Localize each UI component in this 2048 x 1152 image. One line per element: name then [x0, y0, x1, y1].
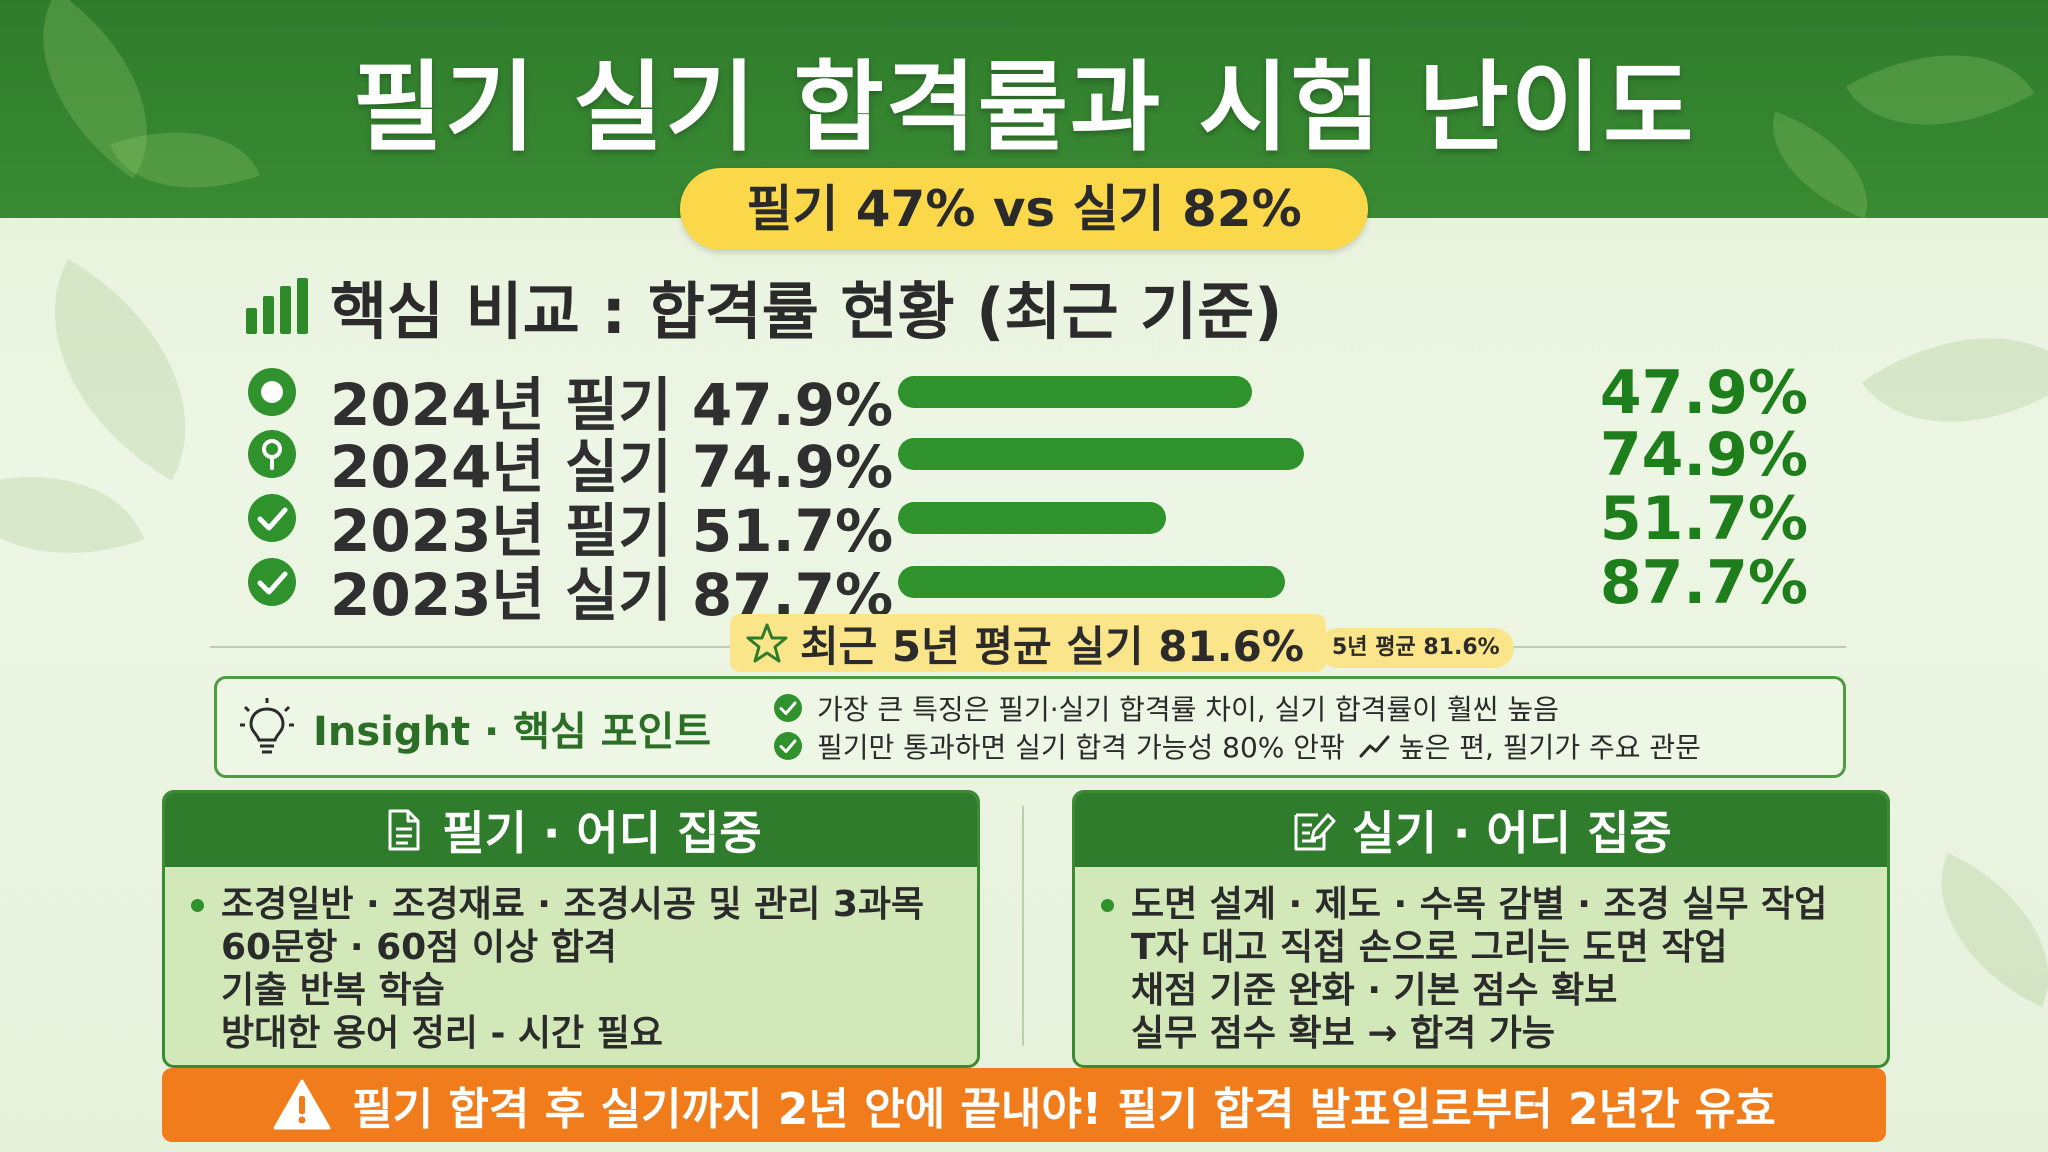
- lightbulb-icon: [240, 698, 294, 754]
- check-circle-icon: [248, 494, 296, 542]
- list-item: 기출 반복 학습: [221, 970, 445, 1011]
- warning-text: 필기 합격 후 실기까지 2년 안에 끝내야! 필기 합격 발표일로부터 2년간…: [352, 1084, 1776, 1135]
- list-item: T자 대고 직접 손으로 그리는 도면 작업: [1131, 927, 1728, 968]
- list-item: 실무 점수 확보 → 합격 가능: [1131, 1013, 1556, 1054]
- target-icon: [248, 368, 296, 416]
- warning-icon: [273, 1079, 331, 1130]
- chart-row: 2023년 실기 87.7% 87.7%: [246, 548, 1826, 629]
- bar-chart-icon: [246, 278, 308, 334]
- bar-label: 2024년 실기 74.9%: [330, 433, 894, 501]
- average-small-badge: 5년 평균 81.6%: [1318, 628, 1514, 668]
- bar-label: 2023년 필기 51.7%: [330, 497, 894, 565]
- chart-row: 2024년 필기 47.9% 47.9%: [246, 358, 1826, 439]
- document-icon: [388, 809, 420, 851]
- list-item: 방대한 용어 정리 - 시간 필요: [221, 1013, 663, 1054]
- bar-value-label: 47.9%: [1599, 358, 1808, 428]
- star-icon: [746, 623, 788, 663]
- bar-mark: [898, 438, 1304, 470]
- warning-banner: 필기 합격 후 실기까지 2년 안에 끝내야! 필기 합격 발표일로부터 2년간…: [162, 1068, 1886, 1142]
- subtitle-badge: 필기 47% vs 실기 82%: [680, 168, 1368, 250]
- check-circle-icon: [248, 558, 296, 606]
- location-pin-icon: [248, 430, 296, 478]
- card-title: 실기 · 어디 집중: [1352, 806, 1672, 860]
- insight-point: 필기만 통과하면 실기 합격 가능성 80% 안팎 높은 편, 필기가 주요 관…: [773, 727, 1701, 765]
- insight-point-text: 높은 편, 필기가 주요 관문: [1398, 731, 1701, 764]
- average-label: 최근 5년 평균 실기 81.6%: [800, 621, 1304, 671]
- insight-point-text: 필기만 통과하면 실기 합격 가능성 80% 안팎: [817, 731, 1345, 764]
- average-badge: 최근 5년 평균 실기 81.6%: [730, 614, 1326, 672]
- bar-mark: [898, 376, 1253, 408]
- background-leaf: [1905, 852, 2048, 1008]
- list-item: 도면 설계 · 제도 · 수목 감별 · 조경 실무 작업: [1101, 883, 1887, 926]
- background-leaf: [0, 259, 242, 481]
- chart-row: 2023년 필기 51.7% 51.7%: [246, 484, 1826, 565]
- list-item: 채점 기준 완화 · 기본 점수 확보: [1131, 970, 1618, 1011]
- bar-value-label: 87.7%: [1599, 548, 1808, 618]
- list-item: 조경일반 · 조경재료 · 조경시공 및 관리 3과목: [191, 883, 977, 926]
- bar-label: 2024년 필기 47.9%: [330, 371, 894, 439]
- check-circle-icon: [774, 732, 802, 760]
- chart-row: 2024년 실기 74.9% 74.9%: [246, 420, 1826, 501]
- edit-document-icon: [1294, 813, 1336, 851]
- insight-box: Insight · 핵심 포인트 가장 큰 특징은 필기·실기 합격률 차이, …: [214, 676, 1846, 778]
- bar-value-label: 51.7%: [1599, 484, 1808, 554]
- check-circle-icon: [774, 694, 802, 722]
- insight-point: 가장 큰 특징은 필기·실기 합격률 차이, 실기 합격률이 훨씬 높음: [773, 689, 1701, 727]
- section-title: 핵심 비교 : 합격률 현황 (최근 기준): [330, 275, 1283, 348]
- page-title: 필기 실기 합격률과 시험 난이도: [352, 51, 1696, 165]
- section-heading: 핵심 비교 : 합격률 현황 (최근 기준): [246, 266, 1283, 348]
- background-leaf: [0, 435, 144, 595]
- bar-mark: [898, 566, 1285, 598]
- trend-up-icon: [1359, 735, 1390, 758]
- card-divider: [1022, 806, 1024, 1046]
- bar-mark: [898, 502, 1167, 534]
- card-title: 필기 · 어디 집중: [442, 806, 762, 860]
- bar-value-label: 74.9%: [1599, 420, 1808, 490]
- list-item: 60문항 · 60점 이상 합격: [221, 927, 617, 968]
- insight-point-text: 가장 큰 특징은 필기·실기 합격률 차이, 실기 합격률이 훨씬 높음: [817, 693, 1559, 726]
- insight-heading: Insight · 핵심 포인트: [313, 709, 712, 755]
- background-leaf: [1861, 279, 2048, 481]
- practical-exam-card: 실기 · 어디 집중 도면 설계 · 제도 · 수목 감별 · 조경 실무 작업…: [1072, 790, 1890, 1068]
- written-exam-card: 필기 · 어디 집중 조경일반 · 조경재료 · 조경시공 및 관리 3과목 6…: [162, 790, 980, 1068]
